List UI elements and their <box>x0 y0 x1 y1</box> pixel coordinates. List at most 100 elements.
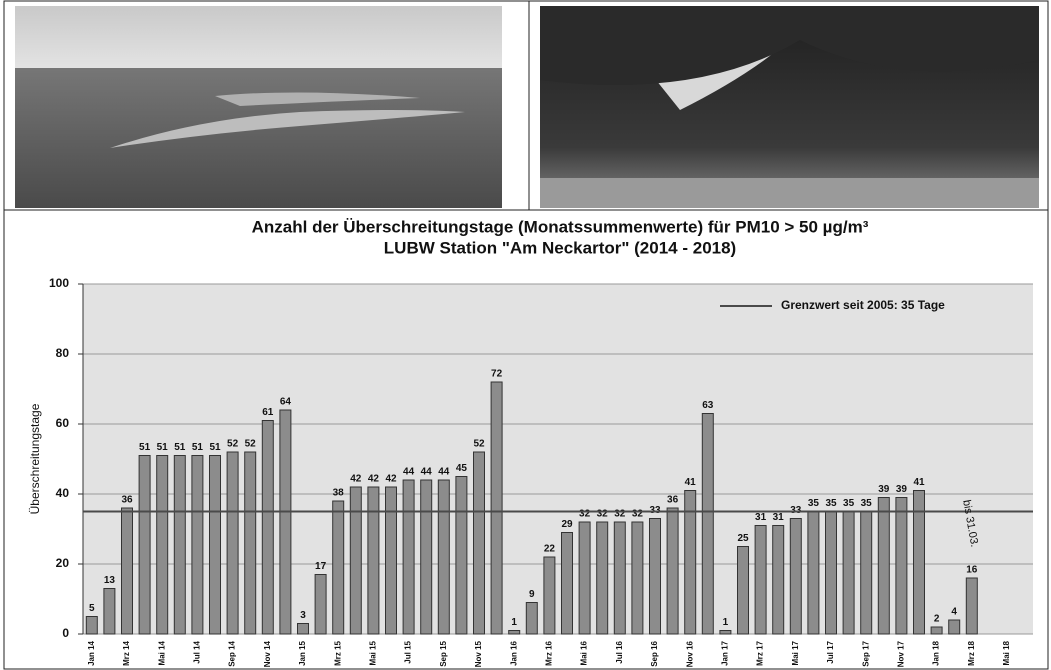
bar <box>122 508 133 634</box>
y-tick-label: 0 <box>62 626 69 640</box>
x-tick-label: Jul 15 <box>404 640 413 663</box>
data-label: 32 <box>614 509 626 520</box>
data-label: 36 <box>667 495 679 506</box>
bar <box>456 477 467 635</box>
bar <box>597 522 608 634</box>
bar <box>808 512 819 635</box>
x-tick-label: Jul 17 <box>826 640 835 663</box>
bar <box>262 421 273 635</box>
park-photo <box>540 6 1039 208</box>
data-label: 22 <box>544 544 556 555</box>
data-label: 32 <box>632 509 644 520</box>
data-label: 16 <box>966 565 978 576</box>
data-label: 39 <box>896 484 908 495</box>
bar <box>773 526 784 635</box>
y-tick-label: 40 <box>56 486 70 500</box>
screen: Anzahl der Überschreitungstage (Monatssu… <box>0 0 1051 670</box>
data-label: 9 <box>529 589 535 600</box>
bar <box>227 452 238 634</box>
bar <box>174 456 185 635</box>
plot-area <box>83 284 1033 634</box>
bar <box>350 487 361 634</box>
data-label: 44 <box>438 467 450 478</box>
x-tick-label: Mrz 14 <box>122 640 131 665</box>
data-label: 42 <box>385 474 397 485</box>
bar <box>896 498 907 635</box>
bar <box>931 627 942 634</box>
bar <box>157 456 168 635</box>
data-label: 63 <box>702 400 714 411</box>
x-tick-label: Mai 17 <box>791 640 800 665</box>
y-tick-label: 20 <box>56 556 70 570</box>
bar <box>632 522 643 634</box>
data-label: 31 <box>773 512 785 523</box>
chart-title: Anzahl der Überschreitungstage (Monatssu… <box>252 217 869 236</box>
x-tick-label: Jul 14 <box>193 640 202 663</box>
bar <box>315 575 326 635</box>
bar <box>738 547 749 635</box>
data-label: 36 <box>121 495 133 506</box>
data-label: 5 <box>89 603 95 614</box>
x-tick-label: Nov 15 <box>474 640 483 667</box>
bar <box>562 533 573 635</box>
data-label: 13 <box>104 575 116 586</box>
bar <box>755 526 766 635</box>
bar <box>579 522 590 634</box>
data-label: 4 <box>951 607 957 618</box>
bar <box>861 512 872 635</box>
data-label: 3 <box>300 610 306 621</box>
x-tick-label: Sep 16 <box>650 640 659 666</box>
bar <box>139 456 150 635</box>
data-label: 52 <box>245 439 257 450</box>
bar <box>826 512 837 635</box>
legend-label: Grenzwert seit 2005: 35 Tage <box>781 298 945 312</box>
page: Anzahl der Überschreitungstage (Monatssu… <box>0 0 1051 670</box>
x-tick-label: Sep 17 <box>861 640 870 666</box>
data-label: 29 <box>561 519 573 530</box>
bar <box>368 487 379 634</box>
data-label: 44 <box>421 467 433 478</box>
x-tick-label: Mai 15 <box>369 640 378 665</box>
bar <box>614 522 625 634</box>
bar <box>526 603 537 635</box>
data-label: 52 <box>473 439 485 450</box>
x-tick-label: Mrz 16 <box>545 640 554 665</box>
data-label: 1 <box>723 617 729 628</box>
data-label: 51 <box>157 442 169 453</box>
bar <box>544 557 555 634</box>
bar <box>245 452 256 634</box>
bar <box>966 578 977 634</box>
bar <box>298 624 309 635</box>
data-label: 32 <box>597 509 609 520</box>
data-label: 35 <box>825 498 837 509</box>
x-tick-label: Mai 14 <box>157 640 166 665</box>
data-label: 61 <box>262 407 274 418</box>
x-tick-label: Jan 16 <box>509 640 518 665</box>
data-label: 42 <box>368 474 380 485</box>
bar <box>403 480 414 634</box>
bar <box>192 456 203 635</box>
bar <box>280 410 291 634</box>
x-tick-label: Nov 17 <box>897 640 906 667</box>
x-tick-label: Mai 18 <box>1002 640 1011 665</box>
y-tick-label: 80 <box>56 346 70 360</box>
data-label: 39 <box>878 484 890 495</box>
bar <box>843 512 854 635</box>
data-label: 51 <box>174 442 186 453</box>
x-tick-label: Jan 15 <box>298 640 307 665</box>
data-label: 25 <box>737 533 749 544</box>
x-tick-label: Nov 16 <box>685 640 694 667</box>
data-label: 41 <box>685 477 697 488</box>
data-label: 42 <box>350 474 362 485</box>
data-label: 32 <box>579 509 591 520</box>
bar <box>667 508 678 634</box>
x-tick-label: Sep 14 <box>228 640 237 666</box>
x-tick-label: Jul 16 <box>615 640 624 663</box>
bar <box>878 498 889 635</box>
data-label: 44 <box>403 467 415 478</box>
x-tick-label: Nov 14 <box>263 640 272 667</box>
data-label: 1 <box>511 617 517 628</box>
bar <box>949 620 960 634</box>
x-tick-label: Mrz 15 <box>333 640 342 665</box>
bar <box>438 480 449 634</box>
